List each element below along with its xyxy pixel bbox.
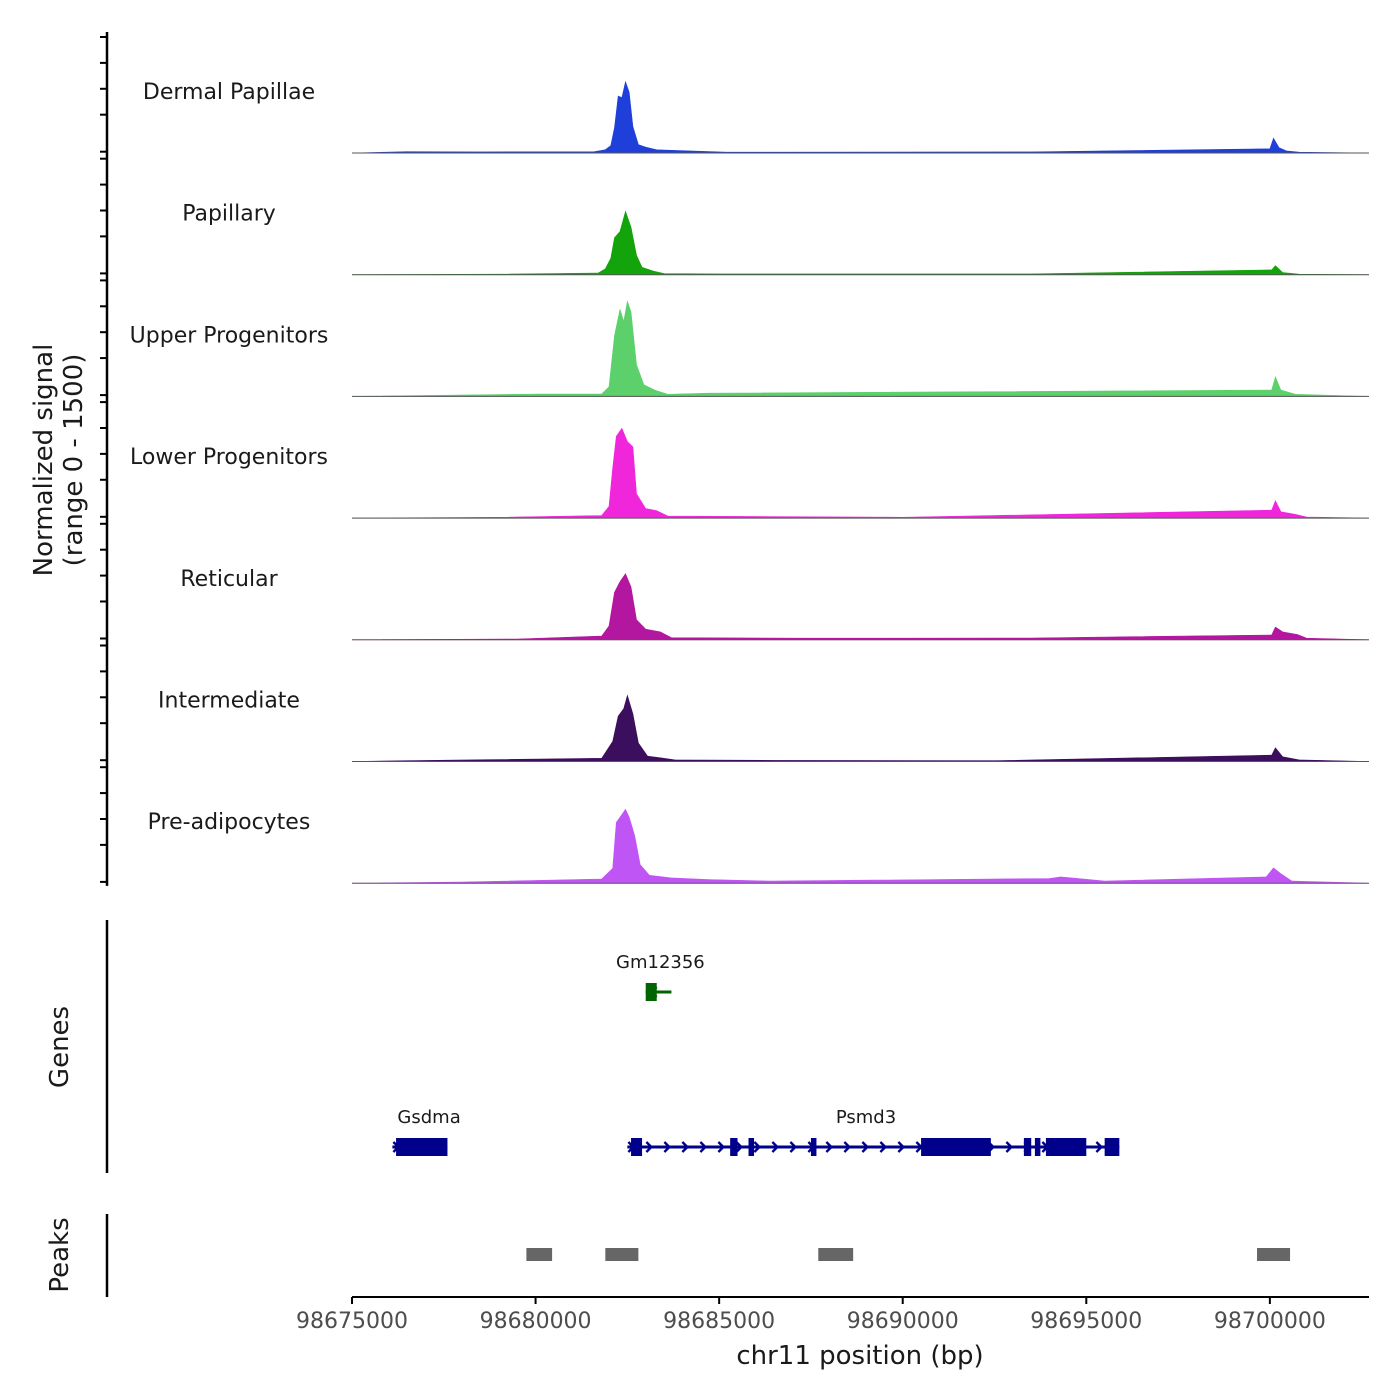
- track-label: Pre-adipocytes: [148, 810, 311, 835]
- strand-chevron: [897, 1141, 906, 1153]
- gene-psmd3: Psmd3: [627, 1107, 1120, 1156]
- strand-chevron: [663, 1141, 672, 1153]
- strand-chevron: [681, 1141, 690, 1153]
- coverage-area-0: [351, 80, 1370, 154]
- peak-region: [1257, 1248, 1291, 1261]
- gene-exon: [396, 1138, 448, 1156]
- x-tick-label: 98675000: [296, 1309, 408, 1334]
- coverage-area-2: [351, 300, 1370, 397]
- strand-chevron: [735, 1141, 744, 1153]
- coverage-area-5: [351, 694, 1370, 762]
- coverage-area-6: [351, 808, 1370, 884]
- track-label: Intermediate: [158, 689, 300, 714]
- gene-exon: [1023, 1138, 1032, 1156]
- genes-y-axis-title: Genes: [45, 1006, 75, 1088]
- x-axis-title: chr11 position (bp): [736, 1341, 983, 1371]
- track-upper-progenitors: Upper Progenitors: [130, 300, 1370, 397]
- gene-exon: [921, 1138, 991, 1156]
- gene-gsdma: Gsdma: [392, 1107, 461, 1156]
- track-pre-adipocytes: Pre-adipocytes: [148, 808, 1370, 884]
- strand-chevron: [753, 1141, 762, 1153]
- genes-panel: Gm12356 Gsdma Psmd3: [105, 920, 1120, 1173]
- track-label: Upper Progenitors: [130, 323, 329, 348]
- peaks-y-axis-title: Peaks: [45, 1217, 75, 1292]
- strand-chevron: [717, 1141, 726, 1153]
- x-tick-label: 98700000: [1214, 1309, 1326, 1334]
- track-intermediate: Intermediate: [158, 689, 1370, 762]
- gene-exon: [1034, 1138, 1041, 1156]
- strand-chevron: [1005, 1141, 1014, 1153]
- strand-chevron: [843, 1141, 852, 1153]
- strand-chevron: [771, 1141, 780, 1153]
- coverage-y-axis-title-line2: (range 0 - 1500): [59, 354, 89, 567]
- peaks-panel: [105, 1214, 1291, 1297]
- coverage-area-4: [351, 573, 1370, 641]
- x-tick-label: 98680000: [480, 1309, 592, 1334]
- track-dermal-papillae: Dermal Papillae: [143, 80, 1370, 154]
- gene-label: Gm12356: [616, 952, 705, 973]
- track-label: Papillary: [182, 202, 276, 227]
- gene-exon: [730, 1138, 738, 1156]
- coverage-area-1: [351, 210, 1370, 275]
- strand-chevron: [645, 1141, 654, 1153]
- gene-exon: [748, 1138, 755, 1156]
- peak-region: [605, 1248, 639, 1261]
- gene-exon: [1104, 1138, 1120, 1156]
- strand-chevron: [699, 1141, 708, 1153]
- x-axis: 98675000 98680000 98685000 98690000 98695000…: [296, 1296, 1369, 1334]
- peak-region: [526, 1248, 553, 1261]
- peak-region: [818, 1248, 854, 1261]
- track-papillary: Papillary: [182, 202, 1370, 276]
- track-label: Reticular: [180, 567, 278, 592]
- track-label: Lower Progenitors: [130, 445, 328, 470]
- gene-exon: [1045, 1138, 1087, 1156]
- coverage-area-3: [351, 427, 1370, 519]
- strand-chevron: [861, 1141, 870, 1153]
- track-reticular: Reticular: [180, 567, 1370, 641]
- x-tick-label: 98695000: [1030, 1309, 1142, 1334]
- gene-exon: [810, 1138, 817, 1156]
- gene-exon: [645, 983, 657, 1001]
- gene-exon: [631, 1138, 643, 1156]
- strand-chevron: [879, 1141, 888, 1153]
- track-label: Dermal Papillae: [143, 80, 315, 105]
- gene-label: Psmd3: [836, 1107, 896, 1128]
- track-lower-progenitors: Lower Progenitors: [130, 427, 1370, 519]
- strand-chevron: [789, 1141, 798, 1153]
- strand-chevron: [825, 1141, 834, 1153]
- gene-label: Gsdma: [397, 1107, 460, 1128]
- strand-chevron: [1095, 1141, 1104, 1153]
- coverage-panel: Dermal Papillae Papillary Upper Progenitor…: [100, 32, 1370, 886]
- gene-gm12356: Gm12356: [616, 952, 705, 1001]
- x-tick-label: 98690000: [847, 1309, 959, 1334]
- x-tick-label: 98685000: [663, 1309, 775, 1334]
- coverage-y-axis-title-line1: Normalized signal: [29, 344, 59, 577]
